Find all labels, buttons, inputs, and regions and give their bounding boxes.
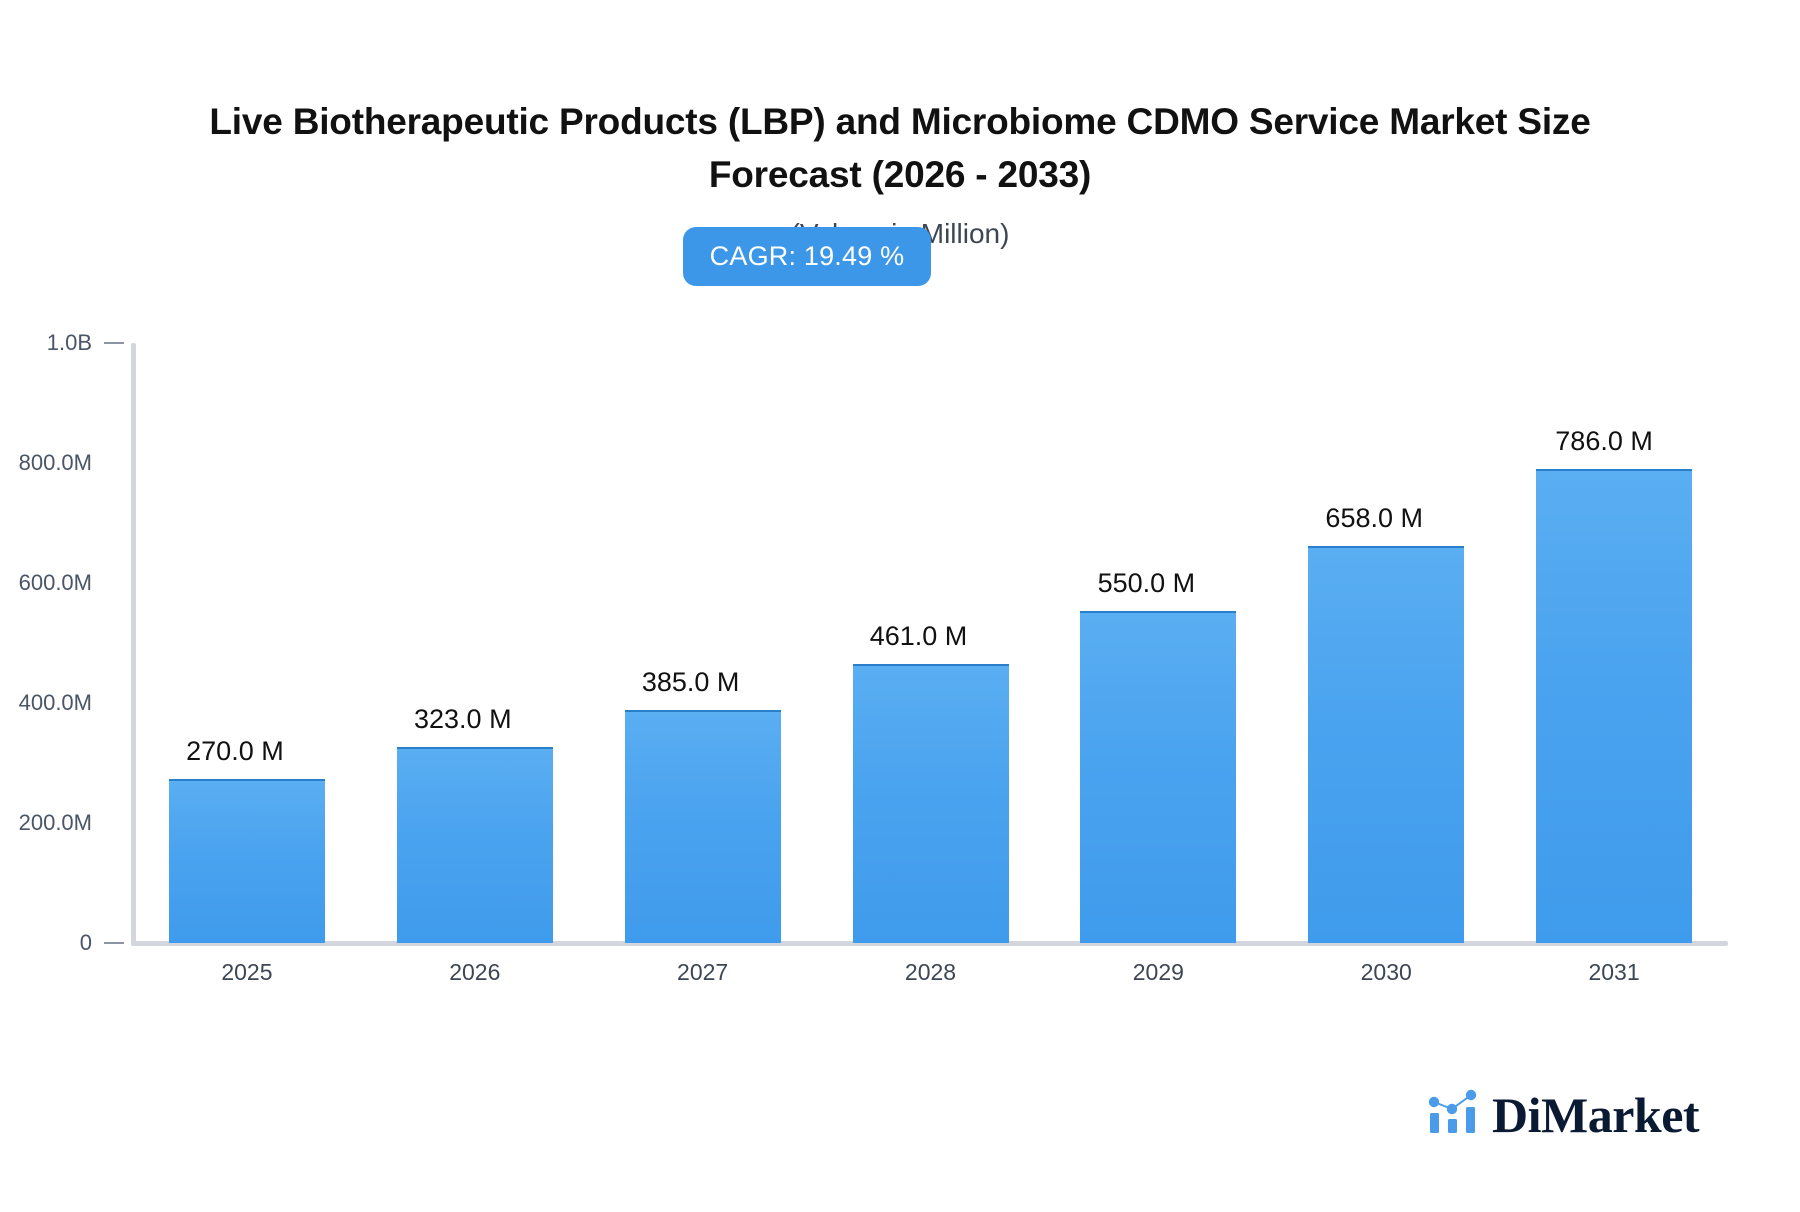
bar-front-face <box>1080 611 1237 943</box>
bar-2031[interactable] <box>1536 469 1693 943</box>
brand-logo: DiMarket <box>1428 1086 1700 1143</box>
bar-front-face <box>852 664 1009 943</box>
bar-value-label: 550.0 M <box>1097 568 1196 598</box>
bar-2029[interactable] <box>1080 611 1237 943</box>
bar-2028[interactable] <box>852 664 1009 943</box>
x-axis-tick-label: 2029 <box>1132 959 1184 985</box>
y-axis-tick-label: 800.0M <box>18 450 92 475</box>
bar-front-face <box>1308 546 1465 943</box>
y-axis-tick-label: 0 <box>79 930 92 955</box>
bar-value-label: 270.0 M <box>186 736 284 766</box>
bar-2026[interactable] <box>396 747 553 943</box>
bar-front-face <box>168 779 325 943</box>
y-axis-tick-mark <box>104 942 124 944</box>
bar-front-face <box>624 710 781 943</box>
y-axis-tick-label: 200.0M <box>18 810 92 835</box>
bar-value-label: 461.0 M <box>869 621 968 652</box>
bar-2025[interactable] <box>168 779 325 943</box>
x-axis-tick-label: 2031 <box>1588 959 1640 985</box>
chart-title: Live Biotherapeutic Products (LBP) and M… <box>209 101 1591 195</box>
x-axis-tick-label: 2026 <box>449 959 501 985</box>
y-axis-tick-label: 600.0M <box>18 570 92 595</box>
bar-value-label: 323.0 M <box>414 704 512 735</box>
x-axis-line <box>131 941 1728 946</box>
bar-front-face <box>396 747 553 943</box>
bar-value-label: 786.0 M <box>1555 426 1653 457</box>
bar-front-face <box>1536 469 1693 943</box>
bar-2027[interactable] <box>624 710 781 943</box>
bar-2030[interactable] <box>1308 546 1465 943</box>
chart-header: Live Biotherapeutic Products (LBP) and M… <box>0 96 1800 250</box>
y-axis-tick-label: 1.0B <box>46 330 92 355</box>
y-axis-tick-label: 400.0M <box>18 690 92 715</box>
bar-value-label: 658.0 M <box>1325 503 1423 534</box>
logo-wordmark: DiMarket <box>1492 1086 1700 1143</box>
bar-chart-icon <box>1428 1089 1478 1140</box>
cagr-badge: CAGR: 19.49 % <box>683 227 931 286</box>
x-axis-tick-label: 2025 <box>221 959 273 985</box>
x-axis-tick-label: 2028 <box>904 959 957 985</box>
y-axis-line <box>131 343 136 944</box>
bar-value-label: 385.0 M <box>641 667 740 697</box>
y-axis-tick-mark <box>104 342 124 344</box>
x-axis-tick-label: 2027 <box>677 959 729 985</box>
x-axis-tick-label: 2030 <box>1360 959 1412 985</box>
